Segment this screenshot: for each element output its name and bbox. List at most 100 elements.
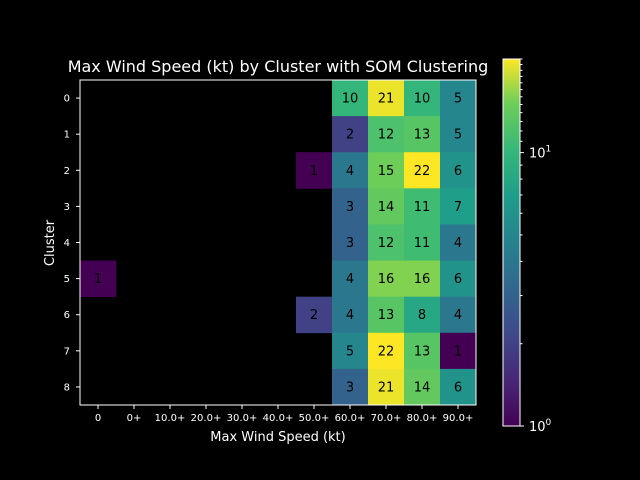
cell-value-label: 6 [454,380,462,395]
x-tick-label: 0+ [127,413,142,424]
heatmap-cell [404,152,441,189]
cell-value-label: 13 [414,344,431,359]
cell-value-label: 22 [414,164,431,179]
y-tick-label: 2 [64,166,70,177]
cell-value-label: 1 [94,272,102,287]
colorbar-tick-label: 101 [529,145,551,162]
heatmap-cell [404,296,441,334]
cell-value-label: 21 [378,92,395,107]
x-tick-label: 30.0+ [227,413,258,424]
cell-value-label: 11 [414,200,431,215]
heatmap-cell [296,152,333,189]
x-tick-label: 80.0+ [407,413,438,424]
cell-value-label: 10 [414,92,431,107]
heatmap-cell [404,368,441,406]
y-tick-label: 7 [64,346,70,357]
heatmap-cell [440,296,477,334]
plot-area: 10 21 10 52 12 13 51 4 15 22 63 14 11 73 12 11 41 4 16 16 62… [64,79,477,424]
heatmap-cell [440,188,477,225]
heatmap-cell [368,332,405,370]
heatmap-cell [368,260,405,298]
heatmap-cell [368,224,405,261]
cell-value-label: 4 [454,236,462,251]
cell-value-label: 11 [414,236,431,251]
heatmap-cell [368,296,405,334]
cell-value-label: 2 [346,128,354,143]
y-tick-label: 3 [64,202,70,213]
heatmap-cell [332,224,369,261]
cell-value-label: 21 [378,380,395,395]
heatmap-cell [332,332,369,370]
y-tick-label: 8 [64,382,70,393]
heatmap-cell [404,332,441,370]
heatmap-cell [296,296,333,334]
cell-value-label: 2 [310,308,318,323]
cell-value-label: 5 [454,128,462,143]
heatmap-cell [332,296,369,334]
cell-value-label: 3 [346,380,354,395]
heatmap-cell [332,260,369,298]
colorbar: 100 101 [502,58,552,435]
cell-value-label: 13 [378,308,395,323]
heatmap-cell [368,188,405,225]
cell-value-label: 6 [454,272,462,287]
heatmap-cell [440,260,477,298]
cell-value-label: 3 [346,200,354,215]
heatmap-cell [80,260,117,298]
y-tick-label: 1 [64,130,70,141]
heatmap-cell [332,80,369,117]
cell-value-label: 22 [378,344,395,359]
y-tick-label: 5 [64,274,70,285]
heatmap-cell [440,332,477,370]
heatmap-cell [404,224,441,261]
heatmap-cell [440,224,477,261]
y-tick-label: 0 [64,94,70,105]
cell-value-label: 4 [346,164,354,179]
colorbar-frame [502,58,521,427]
x-tick-label: 40.0+ [263,413,294,424]
heatmap-cell [440,116,477,153]
x-tick-label: 70.0+ [371,413,402,424]
cell-value-label: 14 [414,380,431,395]
cell-value-label: 15 [378,164,395,179]
heatmap-cell [368,116,405,153]
cell-value-label: 5 [454,92,462,107]
heatmap-cell [332,188,369,225]
cell-value-label: 5 [346,344,354,359]
colorbar-gradient [503,59,520,426]
cell-value-label: 4 [346,308,354,323]
x-tick-label: 0 [95,413,101,424]
y-tick-label: 6 [64,310,70,321]
cell-value-label: 16 [378,272,395,287]
cell-value-label: 6 [454,164,462,179]
cell-value-label: 8 [418,308,426,323]
heatmap-cell [404,260,441,298]
x-tick-label: 60.0+ [335,413,366,424]
cell-value-label: 1 [454,344,462,359]
heatmap-cell [440,368,477,406]
heatmap-cell [404,188,441,225]
heatmap-cell [332,152,369,189]
colorbar-tick-label: 100 [529,418,552,435]
x-tick-label: 20.0+ [191,413,222,424]
chart-title: Max Wind Speed (kt) by Cluster with SOM … [68,57,489,76]
cell-value-label: 1 [310,164,318,179]
cell-value-label: 7 [454,200,462,215]
cell-value-label: 4 [346,272,354,287]
heatmap-cell [368,80,405,117]
heatmap-cell [332,116,369,153]
cell-value-label: 14 [378,200,395,215]
x-tick-label: 90.0+ [443,413,474,424]
heatmap-cell [368,368,405,406]
cell-value-label: 13 [414,128,431,143]
cell-value-label: 10 [342,92,359,107]
y-axis-label: Cluster [43,219,58,266]
x-axis-label: Max Wind Speed (kt) [210,430,345,445]
cell-value-label: 3 [346,236,354,251]
heatmap-cell [332,368,369,406]
cell-value-label: 16 [414,272,431,287]
cell-value-label: 12 [378,128,395,143]
heatmap-cell [404,80,441,117]
heatmap-cell [368,152,405,189]
